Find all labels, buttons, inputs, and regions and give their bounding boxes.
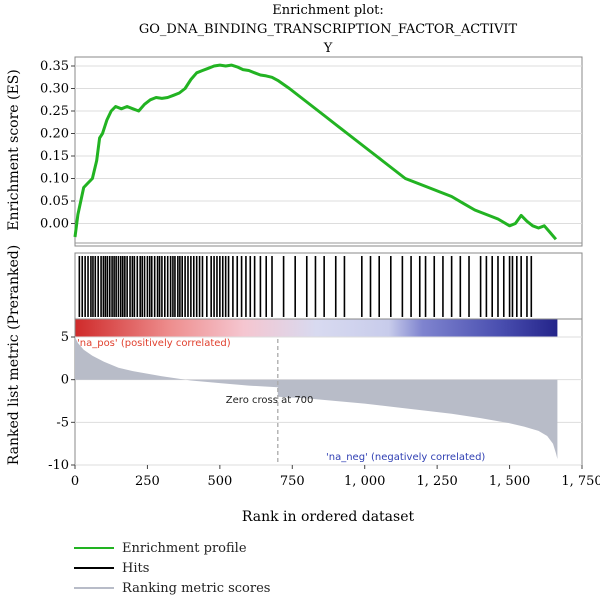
legend-label: Enrichment profile — [122, 540, 247, 556]
legend-label: Ranking metric scores — [122, 580, 271, 596]
x-tick-label: 750 — [280, 474, 305, 489]
metric-y-tick-label: 0 — [61, 373, 69, 388]
chart-title-line3: Y — [323, 41, 333, 56]
chart-title-line2: GO_DNA_BINDING_TRANSCRIPTION_FACTOR_ACTI… — [139, 22, 518, 37]
es-y-axis-label: Enrichment score (ES) — [6, 69, 22, 231]
es-gridlines — [75, 65, 582, 224]
metric-y-tick-label: 5 — [61, 330, 69, 345]
x-axis-ticks: 0 250 500 750 1, 000 1, 250 1, 500 1, 750 — [71, 465, 600, 489]
es-y-tick-label: 0.35 — [40, 59, 69, 74]
es-y-tick-label: 0.30 — [40, 82, 69, 97]
x-tick-label: 1, 500 — [489, 474, 530, 489]
ranking-gradient-bar — [75, 319, 558, 337]
metric-y-tick-label: -5 — [56, 415, 69, 430]
metric-y-ticks: -10 -5 0 5 — [48, 330, 75, 473]
x-tick-label: 1, 750 — [561, 474, 600, 489]
legend-swatch-gray — [74, 587, 114, 589]
legend-item-enrichment-profile: Enrichment profile — [74, 538, 270, 558]
es-y-ticks: 0.00 0.05 0.10 0.15 0.20 0.25 0.30 0.35 — [40, 59, 75, 232]
legend-item-ranking-metric: Ranking metric scores — [74, 578, 270, 598]
es-panel-frame — [74, 56, 583, 247]
x-tick-label: 250 — [135, 474, 160, 489]
x-tick-label: 500 — [207, 474, 232, 489]
metric-y-tick-label: -10 — [48, 458, 69, 473]
x-tick-label: 1, 250 — [416, 474, 457, 489]
es-y-tick-label: 0.10 — [40, 172, 69, 187]
es-y-tick-label: 0.25 — [40, 104, 69, 119]
hits-marks — [78, 256, 533, 317]
legend-label: Hits — [122, 560, 150, 576]
es-y-tick-label: 0.20 — [40, 127, 69, 142]
x-axis-label: Rank in ordered dataset — [242, 509, 415, 525]
pos-correlated-label: 'na_pos' (positively correlated) — [77, 338, 231, 349]
legend-swatch-green — [74, 547, 114, 549]
neg-correlated-label: 'na_neg' (negatively correlated) — [326, 452, 485, 463]
legend: Enrichment profile Hits Ranking metric s… — [74, 538, 270, 598]
es-y-tick-label: 0.05 — [40, 194, 69, 209]
zero-cross-label: Zero cross at 700 — [226, 395, 314, 406]
enrichment-profile-line — [73, 63, 558, 241]
es-y-tick-label: 0.15 — [40, 149, 69, 164]
ranking-metric-area — [75, 337, 558, 459]
legend-swatch-black — [74, 567, 114, 569]
metric-y-axis-label: Ranked list metric (Preranked) — [6, 245, 22, 465]
es-y-tick-label: 0.00 — [40, 217, 69, 232]
legend-item-hits: Hits — [74, 558, 270, 578]
chart-title-line1: Enrichment plot: — [272, 3, 384, 18]
x-tick-label: 0 — [71, 474, 79, 489]
x-tick-label: 1, 000 — [344, 474, 385, 489]
